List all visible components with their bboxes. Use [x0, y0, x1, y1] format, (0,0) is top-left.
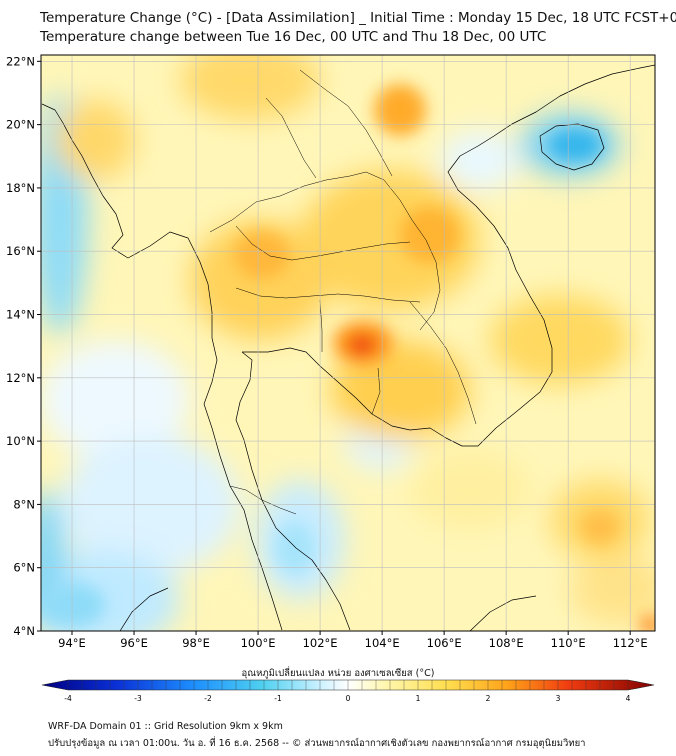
lat-label: 18°N: [6, 181, 35, 195]
lat-label: 6°N: [13, 561, 35, 575]
model-info: WRF-DA Domain 01 :: Grid Resolution 9km …: [48, 721, 283, 732]
map-subtitle: Temperature change between Tue 16 Dec, 0…: [40, 29, 547, 45]
longitude-labels: 94°E 96°E 98°E 100°E 102°E 104°E 106°E 108°E 110…: [58, 631, 648, 650]
lon-label: 102°E: [303, 636, 338, 650]
lon-label: 108°E: [489, 636, 524, 650]
latitude-labels: 22°N 20°N 18°N 16°N 14°N 12°N 10°N 8°N 6°N 4°N: [6, 54, 41, 638]
lon-label: 106°E: [427, 636, 462, 650]
map-title: Temperature Change (°C) - [Data Assimila…: [40, 10, 676, 26]
lat-label: 16°N: [6, 244, 35, 258]
temperature-field-broad: [41, 55, 655, 631]
graticule: [41, 55, 655, 632]
lon-label: 96°E: [120, 636, 148, 650]
lon-label: 104°E: [365, 636, 400, 650]
lon-label: 110°E: [551, 636, 586, 650]
colorbar-label: อุณหภูมิเปลี่ยนแปลง หน่วย องศาเซลเซียส (…: [241, 668, 435, 679]
lat-label: 20°N: [6, 118, 35, 132]
lat-label: 8°N: [13, 497, 35, 511]
lat-label: 14°N: [6, 308, 35, 322]
lat-label: 4°N: [13, 624, 35, 638]
lon-label: 112°E: [613, 636, 648, 650]
lat-label: 22°N: [6, 54, 35, 68]
lon-label: 100°E: [241, 636, 276, 650]
lon-label: 98°E: [182, 636, 210, 650]
political-borders: [209, 69, 477, 515]
temperature-field-extremes: [45, 84, 655, 631]
lat-label: 12°N: [6, 371, 35, 385]
lon-label: 94°E: [58, 636, 86, 650]
map-frame: [40, 54, 656, 632]
lat-label: 10°N: [6, 434, 35, 448]
coastlines: [41, 64, 655, 631]
temperature-change-map: 22°N 20°N 18°N 16°N 14°N 12°N 10°N 8°N 6°N 4°N 94…: [6, 54, 656, 650]
update-credit: ปรับปรุงข้อมูล ณ เวลา 01:00น. วัน อ. ที่…: [48, 738, 586, 749]
